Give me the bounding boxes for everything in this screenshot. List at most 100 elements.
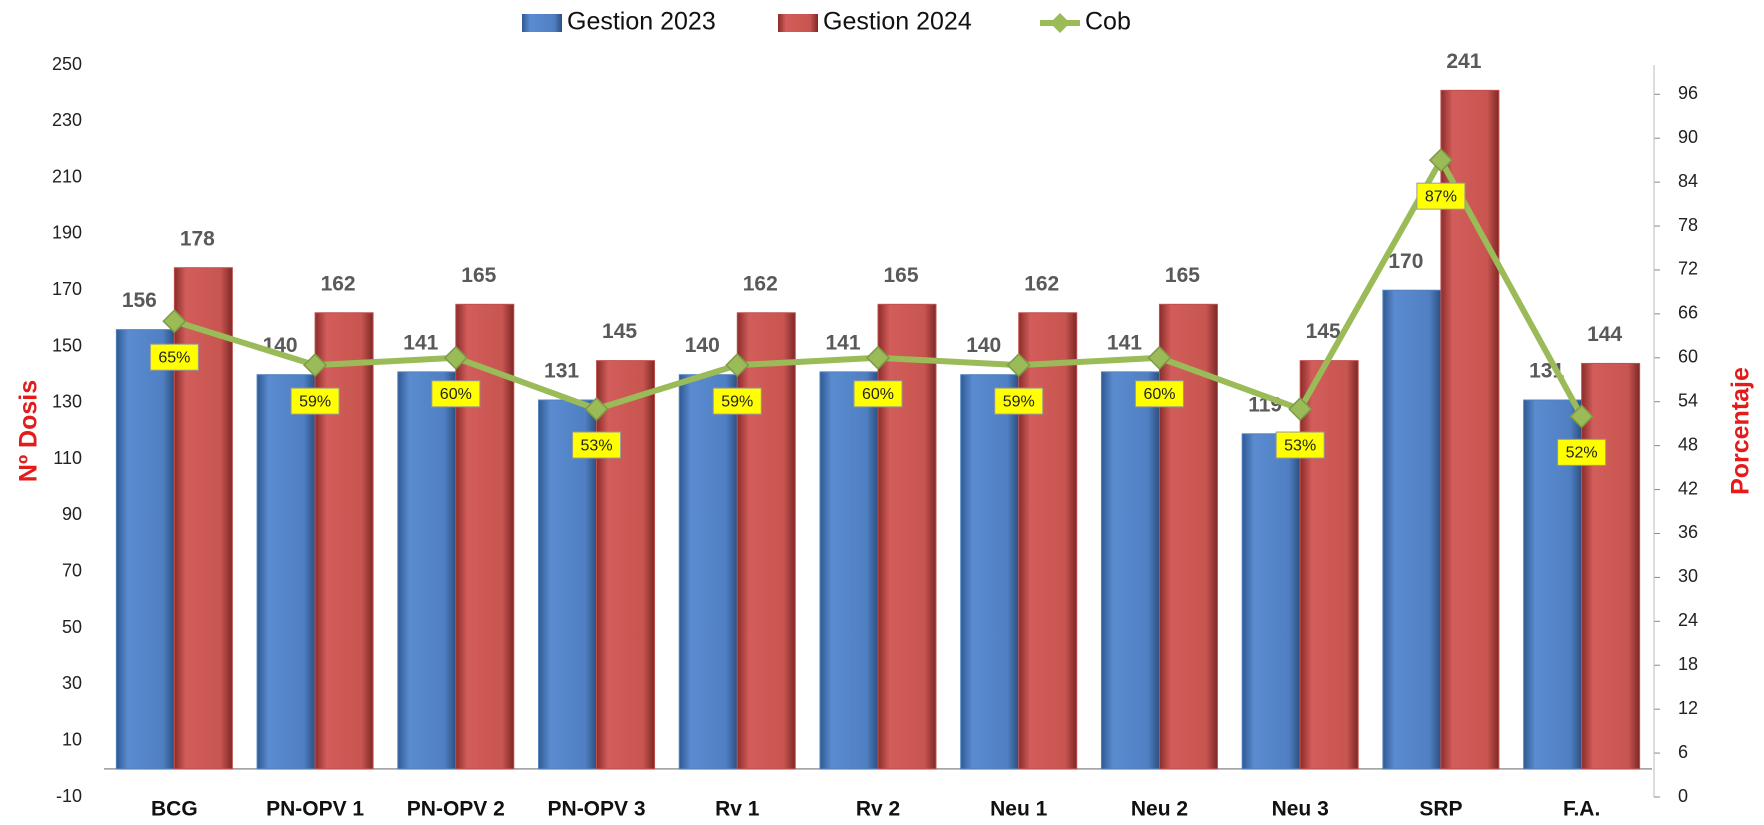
legend-label: Gestion 2024 <box>823 8 972 36</box>
bar-value-label: 165 <box>1165 264 1200 287</box>
line-marker <box>1147 345 1172 370</box>
point-label-box <box>1275 431 1325 459</box>
legend-swatch <box>778 14 818 32</box>
x-tick-label: Neu 2 <box>1131 798 1188 821</box>
y-tick-label: 250 <box>52 54 82 74</box>
bar-value-label: 156 <box>122 289 157 312</box>
line-marker <box>1428 148 1453 173</box>
y-tick-label: 50 <box>62 617 82 637</box>
point-label-box <box>290 387 340 415</box>
y2-tick-label: 24 <box>1678 610 1698 630</box>
point-label-box <box>1416 182 1466 210</box>
bar-value-label: 141 <box>825 331 860 354</box>
y2-tick-label: 36 <box>1678 522 1698 542</box>
y2-tick-label: 60 <box>1678 347 1698 367</box>
point-label: 60% <box>862 386 894 403</box>
point-label-box <box>712 387 762 415</box>
legend-label: Gestion 2023 <box>567 8 716 36</box>
line-marker <box>725 353 750 378</box>
legend-marker <box>1050 13 1070 33</box>
y2-tick-label: 42 <box>1678 478 1698 498</box>
bar-value-label: 170 <box>1388 250 1423 273</box>
point-label-box <box>853 380 903 408</box>
y-tick-label: 230 <box>52 110 82 130</box>
bar-value-label: 241 <box>1446 50 1481 73</box>
point-label: 59% <box>299 393 331 410</box>
point-label: 87% <box>1425 188 1457 205</box>
y2-tick-label: 72 <box>1678 259 1698 279</box>
y2-tick-label: 12 <box>1678 698 1698 718</box>
y2-tick-label: 48 <box>1678 434 1698 454</box>
line-marker <box>584 396 609 422</box>
bar <box>877 303 937 770</box>
y-tick-label: 30 <box>62 673 82 693</box>
y2-tick-label: 54 <box>1678 390 1698 410</box>
bar-value-label: 162 <box>321 272 356 295</box>
bar <box>1018 312 1078 770</box>
bar <box>397 371 457 770</box>
bar <box>819 371 879 770</box>
y-tick-label: 210 <box>52 166 82 186</box>
bar <box>1440 89 1500 770</box>
x-tick-label: Neu 1 <box>990 798 1048 821</box>
legend-swatch <box>522 14 562 32</box>
point-label-box <box>431 380 481 408</box>
bar <box>173 267 233 770</box>
x-tick-label: BCG <box>151 798 198 821</box>
point-label: 53% <box>581 437 613 454</box>
bar <box>115 329 175 770</box>
line-marker <box>443 345 468 370</box>
y2-tick-label: 90 <box>1678 127 1698 147</box>
point-label: 65% <box>158 349 190 366</box>
y2-tick-label: 66 <box>1678 303 1698 323</box>
bar-value-label: 145 <box>1306 320 1341 343</box>
bar <box>1100 371 1160 770</box>
bar <box>1382 289 1442 770</box>
bar <box>596 360 656 770</box>
x-tick-label: PN-OPV 2 <box>407 798 505 821</box>
y2-axis-title: Porcentaje <box>1727 367 1755 495</box>
y-tick-label: -10 <box>56 786 82 806</box>
legend-label: Cob <box>1085 8 1131 36</box>
y2-tick-label: 84 <box>1678 171 1698 191</box>
x-tick-label: PN-OPV 1 <box>266 798 364 821</box>
bar <box>1299 360 1359 770</box>
point-label-box <box>994 387 1044 415</box>
bar-value-label: 162 <box>743 272 778 295</box>
x-tick-label: Neu 3 <box>1272 798 1329 821</box>
bar-value-label: 144 <box>1587 323 1622 346</box>
bar-value-label: 140 <box>966 334 1001 357</box>
x-tick-label: Rv 2 <box>856 798 900 821</box>
bar <box>736 312 796 770</box>
point-label: 53% <box>1284 437 1316 454</box>
y2-tick-label: 96 <box>1678 83 1698 103</box>
y-axis-title: Nº Dosis <box>15 380 43 482</box>
y-tick-label: 70 <box>62 561 82 581</box>
y-tick-label: 10 <box>62 729 82 749</box>
x-tick-label: Rv 1 <box>715 798 760 821</box>
bar-value-label: 165 <box>461 264 496 287</box>
line-marker <box>303 353 328 378</box>
bar-value-label: 141 <box>403 331 438 354</box>
bar <box>314 312 374 770</box>
point-label: 59% <box>1003 393 1035 410</box>
point-label-box <box>1134 380 1184 408</box>
point-label: 60% <box>440 386 472 403</box>
point-label: 60% <box>1143 386 1175 403</box>
bar-value-label: 140 <box>685 334 720 357</box>
line-marker <box>1006 353 1031 378</box>
line-marker <box>1288 396 1313 422</box>
bar-value-label: 131 <box>544 360 579 383</box>
bar <box>256 374 316 770</box>
y-tick-label: 90 <box>62 504 82 524</box>
bar-value-label: 178 <box>180 227 215 250</box>
x-tick-label: SRP <box>1419 798 1462 821</box>
point-label-box <box>572 431 622 459</box>
y-tick-label: 170 <box>52 279 82 299</box>
line-marker <box>865 345 891 370</box>
x-tick-label: F.A. <box>1563 798 1600 821</box>
point-label: 59% <box>721 393 753 410</box>
bar-value-label: 165 <box>883 264 918 287</box>
y2-tick-label: 30 <box>1678 566 1698 586</box>
